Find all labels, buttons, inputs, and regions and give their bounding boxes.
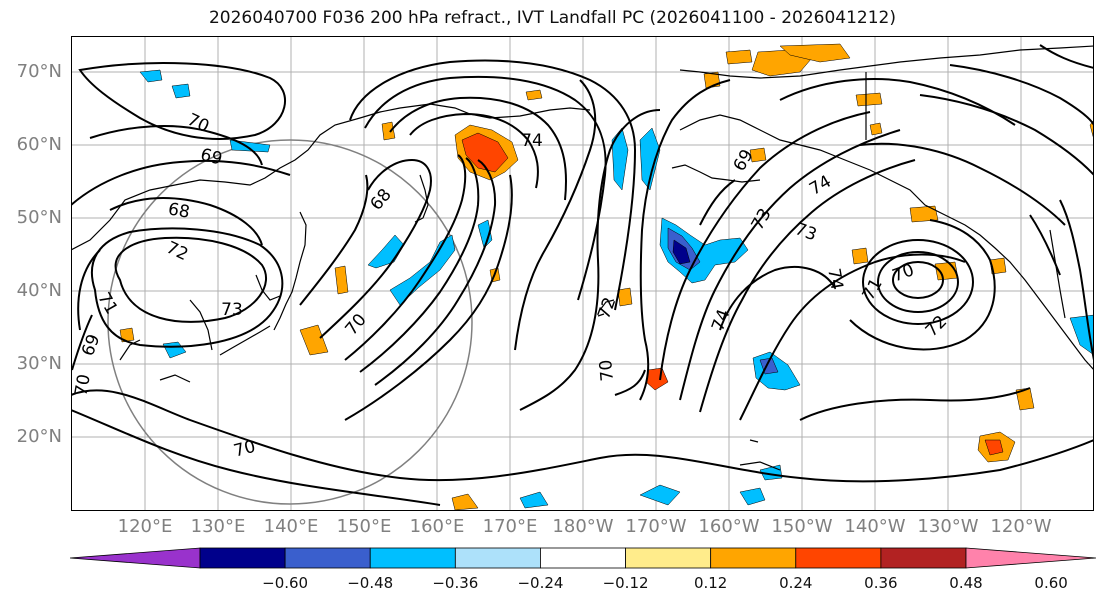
colorbar-tick-label: 0.36 [864,574,898,592]
lat-label: 60°N [16,134,62,155]
lon-label: 180°W [552,516,614,537]
lon-label: 140°E [263,516,319,537]
lon-label: 130°E [190,516,246,537]
lat-label: 70°N [16,61,62,82]
coastlines [72,44,1093,471]
colorbar-tick-label: −0.36 [432,574,479,592]
lat-label: 20°N [16,426,62,447]
contour-label: 70 [596,358,618,381]
contour-label: 69 [198,144,224,169]
colorbar-cell [540,547,626,569]
contour-label: 72 [163,237,191,264]
lon-label: 130°W [917,516,979,537]
colorbar-tick-label: 0.12 [693,574,728,592]
lon-label: 150°W [771,516,833,537]
contour-label: 68 [366,185,395,214]
lat-label: 30°N [16,353,62,374]
chart-title: 2026040700 F036 200 hPa refract., IVT La… [208,8,896,28]
contours [72,43,1093,506]
colorbar [70,547,1096,569]
colorbar-cell [199,547,286,569]
colorbar-tick-label: −0.48 [347,574,394,592]
contour-label: 73 [792,219,819,245]
colorbar-cell [284,547,371,569]
contour-label: 74 [708,306,734,333]
contour-label: 72 [921,311,950,340]
lon-label: 150°E [336,516,392,537]
contour-label: 74 [823,266,846,291]
colorbar-cell [454,547,541,569]
contour-label: 71 [93,289,121,318]
contour-label: 68 [166,199,191,222]
colorbar-tick-label: −0.60 [262,574,309,592]
lon-label: 170°E [482,516,538,537]
contour-label: 69 [78,331,104,358]
colorbar-cell [795,547,882,569]
contour-label: 74 [806,171,835,199]
colorbar-tick-label: 0.48 [949,574,983,592]
range-circle [106,138,473,505]
contour-label: 70 [184,109,212,136]
contour-label: 70 [71,372,94,397]
lon-label: 120°E [117,516,173,537]
colorbar-tick-label: −0.12 [602,574,649,592]
colorbar-extend-high [965,547,1096,569]
lon-label: 160°E [409,516,465,537]
lon-label: 140°W [844,516,906,537]
colorbar-cell [880,547,967,569]
lon-label: 170°W [625,516,687,537]
lon-label: 120°W [990,516,1052,537]
map-panel: 70 69 68 72 71 69 70 73 68 74 70 72 70 6… [71,36,1094,511]
colorbar-cell [369,547,456,569]
lon-label: 160°W [698,516,760,537]
colorbar-tick-label: 0.24 [779,574,813,592]
colorbar-cell [625,547,712,569]
lat-label: 50°N [16,207,62,228]
lat-label: 40°N [16,280,62,301]
colorbar-extend-low [70,547,201,569]
contour-label: 74 [521,131,543,151]
contour-label: 70 [231,436,257,461]
colorbar-tick-label: 0.60 [1034,574,1068,592]
colorbar-cell [710,547,797,569]
contour-label: 73 [221,300,243,320]
colorbar-tick-label: −0.24 [517,574,564,592]
